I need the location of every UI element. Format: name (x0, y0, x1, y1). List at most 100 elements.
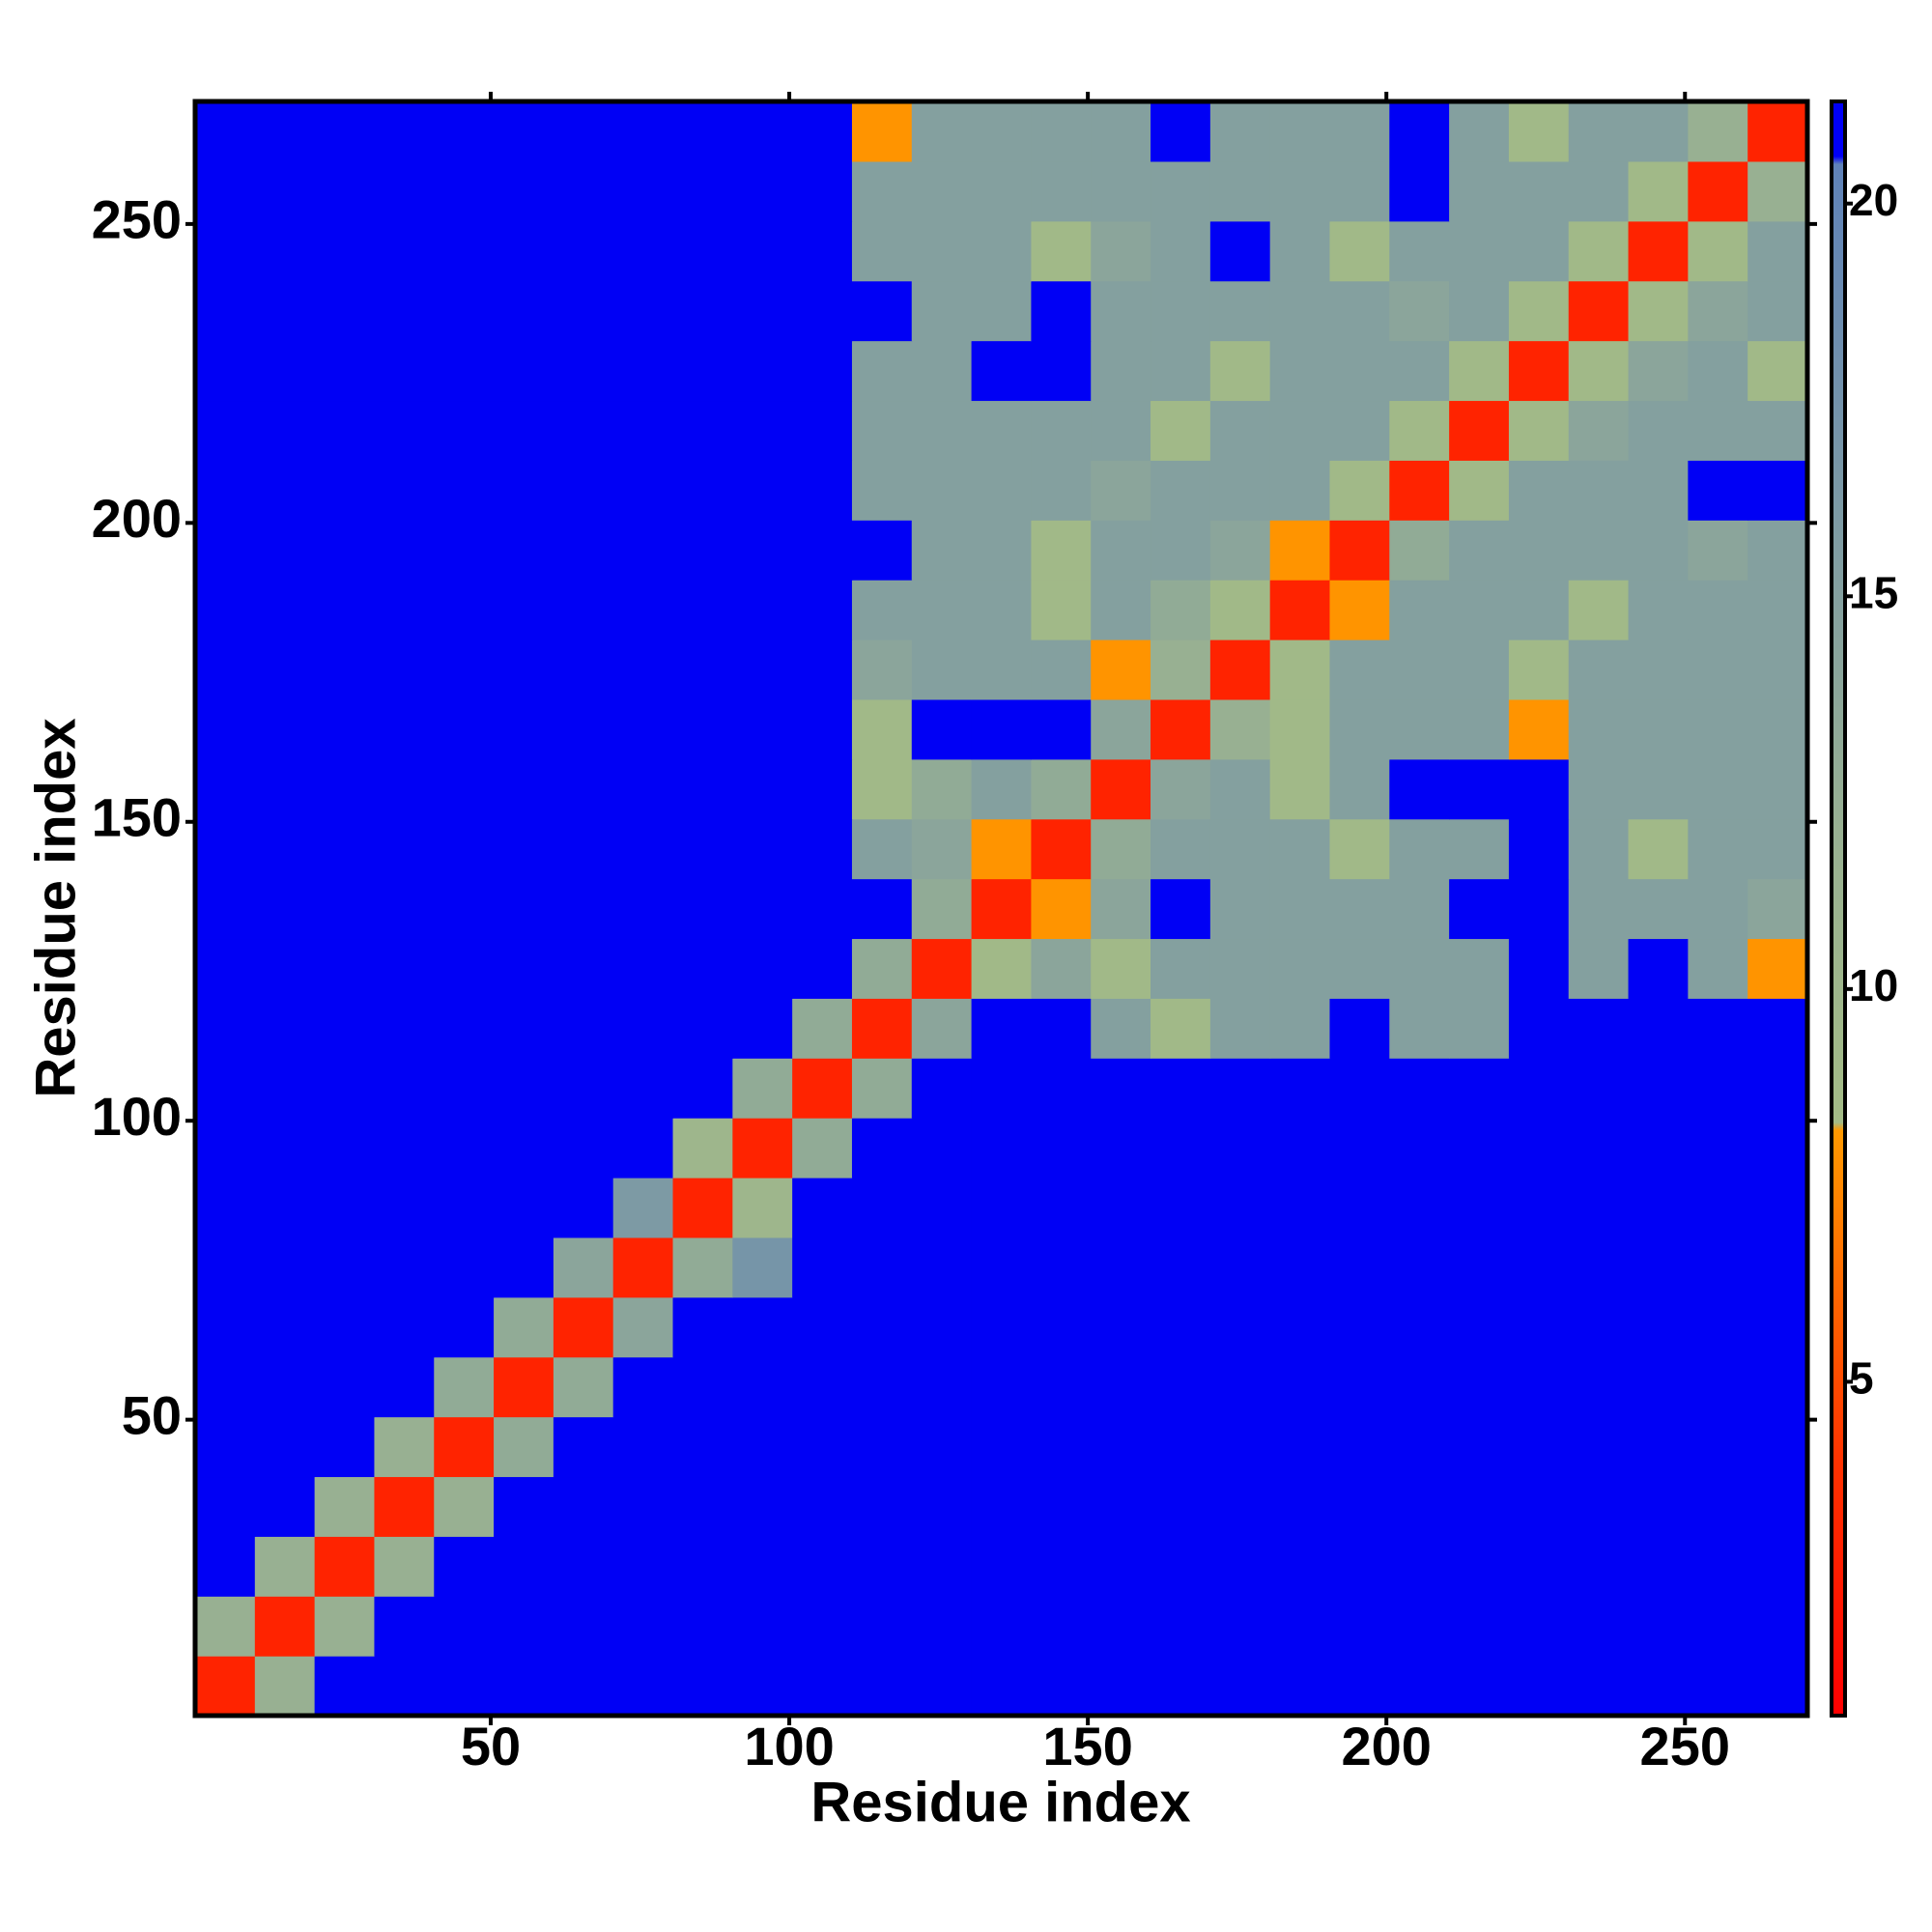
heatmap-cell (1031, 101, 1092, 162)
heatmap-cell (612, 340, 674, 402)
heatmap-cell (732, 1656, 793, 1717)
heatmap-cell (1151, 520, 1211, 581)
heatmap-cell (1628, 220, 1689, 282)
colorbar-tick-label: 20 (1849, 175, 1898, 225)
heatmap-cell (254, 1536, 316, 1597)
heatmap-cell (314, 340, 376, 402)
heatmap-cell (1389, 938, 1450, 999)
heatmap-cell (911, 280, 973, 342)
heatmap-cell (672, 160, 733, 222)
heatmap-cell (612, 400, 674, 461)
heatmap-cell (314, 698, 376, 760)
heatmap-cell (434, 160, 495, 222)
heatmap-cell (314, 220, 376, 282)
heatmap-cell (1329, 1118, 1390, 1179)
heatmap-cell (1747, 698, 1808, 760)
heatmap-cell (911, 400, 973, 461)
heatmap-cell (1329, 639, 1390, 700)
heatmap-cell (195, 1536, 256, 1597)
heatmap-cell (254, 1656, 316, 1717)
heatmap-cell (1389, 220, 1450, 282)
heatmap-cell (1568, 1118, 1630, 1179)
heatmap-cell (314, 938, 376, 999)
heatmap-cell (1449, 220, 1510, 282)
heatmap-cell (1688, 1236, 1748, 1298)
heatmap-cell (971, 818, 1033, 880)
heatmap-cell (1688, 160, 1748, 222)
heatmap-cell (195, 520, 256, 581)
heatmap-cell (1747, 1356, 1808, 1418)
heatmap-cell (1568, 758, 1630, 820)
heatmap-cell (1269, 1596, 1331, 1657)
heatmap-cell (1031, 1296, 1092, 1358)
heatmap-cell (732, 1356, 793, 1418)
heatmap-cell (1747, 818, 1808, 880)
heatmap-cell (1031, 1416, 1092, 1478)
heatmap-cell (1151, 938, 1211, 999)
heatmap-cell (1329, 1536, 1390, 1597)
plot-frame (192, 99, 1810, 1719)
heatmap-cell (1269, 698, 1331, 760)
heatmap-cell (672, 1118, 733, 1179)
heatmap-cell (1568, 1656, 1630, 1717)
heatmap-cell (254, 580, 316, 640)
heatmap-cell (254, 1178, 316, 1238)
heatmap-cell (971, 520, 1033, 581)
heatmap-cell (1091, 1356, 1151, 1418)
heatmap-cell (1628, 1476, 1689, 1537)
heatmap-cell (1151, 758, 1211, 820)
heatmap-cell (1688, 340, 1748, 402)
heatmap-cell (672, 101, 733, 162)
heatmap-cell (553, 101, 614, 162)
heatmap-cell (1568, 998, 1630, 1059)
heatmap-cell (553, 1236, 614, 1298)
heatmap-cell (314, 639, 376, 700)
heatmap-cell (1508, 1296, 1570, 1358)
heatmap-cell (1747, 1596, 1808, 1657)
heatmap-cell (314, 1356, 376, 1418)
heatmap-cell (374, 220, 435, 282)
heatmap-cell (374, 340, 435, 402)
heatmap-cell (1449, 758, 1510, 820)
heatmap-cell (1568, 160, 1630, 222)
heatmap-cell (1628, 580, 1689, 640)
heatmap-cell (374, 1236, 435, 1298)
heatmap-cell (1329, 400, 1390, 461)
heatmap-cell (672, 520, 733, 581)
heatmap-cell (1389, 1656, 1450, 1717)
heatmap-cell (1688, 1356, 1748, 1418)
heatmap-cell (494, 580, 554, 640)
heatmap-cell (1091, 758, 1151, 820)
heatmap-cell (254, 818, 316, 880)
heatmap-cell (732, 698, 793, 760)
heatmap-cell (1269, 878, 1331, 940)
heatmap-cell (1628, 460, 1689, 521)
heatmap-cell (612, 1178, 674, 1238)
heatmap-cell (314, 1656, 376, 1717)
heatmap-cell (1151, 1058, 1211, 1119)
heatmap-cell (911, 758, 973, 820)
heatmap-cell (314, 1118, 376, 1179)
heatmap-cell (1568, 1596, 1630, 1657)
heatmap-cell (1568, 1476, 1630, 1537)
heatmap-cell (553, 1656, 614, 1717)
heatmap-cell (1091, 340, 1151, 402)
heatmap-cell (1568, 1058, 1630, 1119)
heatmap-cell (374, 160, 435, 222)
heatmap-cell (1449, 878, 1510, 940)
heatmap-cell (1269, 340, 1331, 402)
heatmap-cell (1449, 1596, 1510, 1657)
heatmap-cell (1568, 1416, 1630, 1478)
heatmap-cell (1091, 1416, 1151, 1478)
heatmap-cell (1329, 520, 1390, 581)
heatmap-cell (911, 1356, 973, 1418)
heatmap-cell (1209, 998, 1271, 1059)
heatmap-cell (971, 160, 1033, 222)
heatmap-cell (195, 460, 256, 521)
heatmap-cell (494, 1536, 554, 1597)
heatmap-cell (1747, 280, 1808, 342)
heatmap-cell (254, 998, 316, 1059)
heatmap-cell (1508, 758, 1570, 820)
heatmap-cell (1747, 758, 1808, 820)
heatmap-cell (1269, 520, 1331, 581)
